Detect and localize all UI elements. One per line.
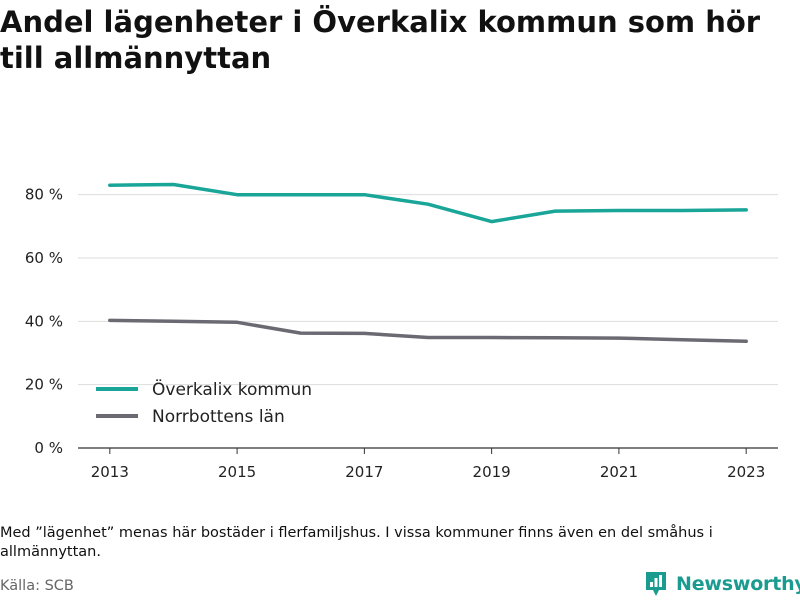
x-axis-ticks: 2013 2015 2017 2019 2021 2023 <box>91 448 765 481</box>
y-axis-ticks: 0 % 20 % 40 % 60 % 80 % <box>25 186 63 457</box>
legend-label: Överkalix kommun <box>152 378 312 400</box>
x-tick-label: 2017 <box>345 463 383 481</box>
y-tick-label: 0 % <box>34 439 63 457</box>
x-tick-label: 2023 <box>727 463 765 481</box>
x-tick-label: 2015 <box>218 463 256 481</box>
y-tick-label: 20 % <box>25 376 63 394</box>
source-label: Källa: SCB <box>0 578 74 594</box>
brand-logo[interactable]: Newsworthy <box>644 570 800 598</box>
x-tick-label: 2019 <box>473 463 511 481</box>
y-tick-label: 80 % <box>25 186 63 204</box>
legend-label: Norrbottens län <box>152 407 285 427</box>
y-tick-label: 60 % <box>25 249 63 267</box>
y-tick-label: 40 % <box>25 312 63 330</box>
series-lines <box>108 182 748 344</box>
series-line-overkalix <box>108 182 748 224</box>
brand-name: Newsworthy <box>676 573 800 595</box>
chart-title: Andel lägenheter i Överkalix kommun som … <box>0 5 761 75</box>
legend: Överkalix kommun Norrbottens län <box>96 378 312 427</box>
series-line-norrbotten <box>108 318 748 344</box>
newsworthy-logo-icon <box>646 572 666 596</box>
chart-note: Med ”lägenhet” menas här bostäder i fler… <box>0 525 713 560</box>
grid-lines <box>78 194 778 386</box>
x-tick-label: 2013 <box>91 463 129 481</box>
x-tick-label: 2021 <box>600 463 638 481</box>
